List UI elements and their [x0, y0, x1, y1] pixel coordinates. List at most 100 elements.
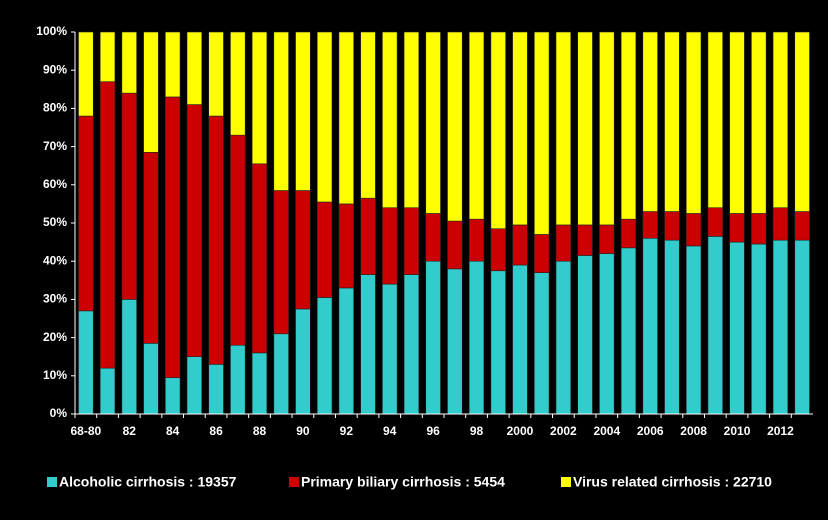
- bar-segment: [620, 218, 637, 249]
- bar-segment: [512, 224, 528, 266]
- bar-segment: [208, 31, 224, 117]
- bar-segment: [707, 31, 724, 209]
- bar-segment: [295, 31, 311, 191]
- bar-segment: [490, 31, 506, 230]
- x-tick-label: 2002: [550, 424, 577, 438]
- bar-segment: [338, 203, 355, 289]
- bar-segment: [186, 31, 203, 105]
- bar-segment: [186, 356, 203, 415]
- bar-segment: [642, 31, 658, 212]
- bar-segment: [555, 31, 572, 226]
- bar-segment: [577, 255, 593, 415]
- bar-segment: [751, 31, 767, 214]
- bar-segment: [447, 220, 463, 270]
- bar-segment: [772, 207, 789, 241]
- bar-segment: [751, 213, 767, 245]
- bar-segment: [316, 297, 333, 415]
- bar-segment: [772, 31, 789, 209]
- bar-segment: [251, 31, 268, 165]
- bar-segment: [143, 31, 159, 153]
- x-tick-label: 82: [123, 424, 137, 438]
- bar-segment: [512, 31, 528, 226]
- legend-label: Alcoholic cirrhosis : 19357: [59, 474, 237, 490]
- bar-segment: [512, 264, 528, 415]
- bar-segment: [620, 247, 637, 415]
- bar-segment: [577, 224, 593, 256]
- y-tick-label: 90%: [43, 62, 67, 76]
- bar-segment: [186, 104, 203, 357]
- x-tick-label: 98: [470, 424, 484, 438]
- bar-segment: [729, 213, 745, 243]
- bar-segment: [642, 237, 658, 415]
- bar-segment: [577, 31, 593, 226]
- bar-segment: [230, 134, 246, 346]
- bar-segment: [382, 31, 398, 209]
- bar-segment: [208, 115, 224, 365]
- bar-segment: [273, 190, 289, 335]
- bar-segment: [382, 207, 398, 285]
- bar-segment: [230, 344, 246, 415]
- bar-segment: [99, 31, 116, 82]
- bar-segment: [121, 31, 137, 94]
- bar-segment: [599, 31, 615, 226]
- legend-label: Virus related cirrhosis : 22710: [573, 474, 772, 490]
- bar-segment: [99, 81, 116, 369]
- bar-segment: [555, 260, 572, 415]
- bar-segment: [338, 287, 355, 415]
- bar-segment: [78, 31, 94, 117]
- y-tick-label: 10%: [43, 368, 67, 382]
- bar-segment: [533, 234, 550, 273]
- bar-segment: [164, 377, 181, 415]
- bar-segment: [664, 211, 680, 241]
- bar-segment: [208, 364, 224, 415]
- bar-segment: [425, 31, 441, 214]
- x-tick-label: 2004: [593, 424, 620, 438]
- bar-segment: [360, 274, 376, 415]
- bar-segment: [78, 310, 94, 415]
- y-tick-label: 80%: [43, 101, 67, 115]
- y-tick-label: 40%: [43, 253, 67, 267]
- bar-segment: [121, 92, 137, 300]
- x-tick-label: 2012: [767, 424, 794, 438]
- legend-swatch: [47, 477, 57, 487]
- bar-segment: [78, 115, 94, 312]
- bar-segment: [533, 31, 550, 235]
- bar-segment: [338, 31, 355, 205]
- bar-segment: [143, 152, 159, 344]
- bar-segment: [447, 31, 463, 222]
- bar-segment: [273, 333, 289, 415]
- legend-label: Primary biliary cirrhosis : 5454: [301, 474, 505, 490]
- y-tick-label: 70%: [43, 139, 67, 153]
- bar-segment: [164, 96, 181, 379]
- bar-segment: [751, 243, 767, 415]
- bar-segment: [425, 260, 441, 415]
- bar-segment: [121, 299, 137, 415]
- bar-segment: [403, 31, 420, 209]
- bar-segment: [555, 224, 572, 262]
- bar-segment: [729, 241, 745, 415]
- x-tick-label: 94: [383, 424, 397, 438]
- bar-segment: [295, 190, 311, 310]
- legend-swatch: [561, 477, 571, 487]
- bar-segment: [425, 213, 441, 262]
- bar-segment: [360, 197, 376, 275]
- bar-segment: [382, 283, 398, 415]
- bar-segment: [642, 211, 658, 239]
- x-tick-label: 2010: [724, 424, 751, 438]
- bar-segment: [273, 31, 289, 191]
- bar-segment: [164, 31, 181, 98]
- bar-segment: [403, 274, 420, 415]
- x-tick-label: 86: [209, 424, 223, 438]
- y-tick-label: 20%: [43, 330, 67, 344]
- x-tick-label: 84: [166, 424, 180, 438]
- x-tick-label: 2000: [507, 424, 534, 438]
- bar-segment: [468, 31, 485, 220]
- x-tick-label: 92: [340, 424, 354, 438]
- bar-segment: [251, 352, 268, 415]
- bar-segment: [794, 31, 810, 212]
- y-tick-label: 0%: [50, 406, 68, 420]
- bar-segment: [707, 207, 724, 237]
- bar-segment: [360, 31, 376, 199]
- bar-segment: [468, 218, 485, 262]
